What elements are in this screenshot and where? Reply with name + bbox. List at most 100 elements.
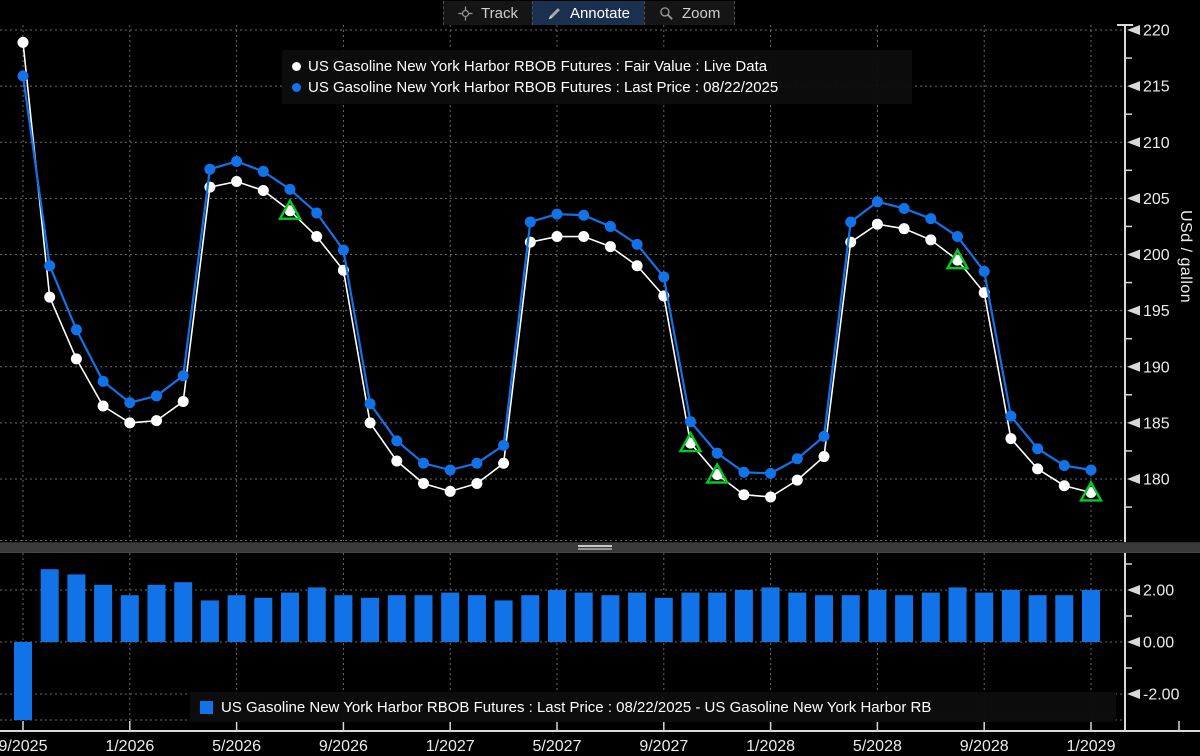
- axes: [0, 24, 1200, 732]
- last-price-point: [871, 196, 883, 208]
- last-price-point: [151, 390, 162, 402]
- tick-arrow: [1127, 585, 1140, 595]
- pencil-icon: [548, 7, 560, 19]
- spread-bar: [948, 587, 967, 642]
- spread-bar: [307, 587, 326, 642]
- triangle-annotation[interactable]: [678, 430, 703, 453]
- x-tick-label: 1/2026: [105, 738, 154, 755]
- spread-bar: [334, 595, 353, 642]
- spread-bar: [868, 590, 887, 642]
- fair-value-point: [257, 185, 269, 197]
- track-button[interactable]: Track: [443, 1, 532, 25]
- spread-bar: [521, 595, 540, 642]
- panel-divider: [0, 542, 1200, 553]
- spread-bar: [254, 597, 273, 642]
- spread-bar: [708, 592, 727, 642]
- last-price-point: [578, 209, 590, 221]
- last-price-point: [1085, 464, 1097, 476]
- spread-bar: [1055, 595, 1074, 642]
- last-price-series: [17, 70, 1097, 479]
- spread-bar: [40, 569, 59, 642]
- spread-bar: [895, 595, 914, 642]
- fair-value-point: [17, 36, 29, 48]
- triangle-annotation[interactable]: [705, 462, 730, 484]
- spread-bar: [734, 590, 753, 642]
- last-price-point: [337, 244, 349, 256]
- last-price-point: [391, 435, 403, 447]
- fair-value-series-marker: [292, 62, 301, 71]
- last-price-point: [70, 324, 82, 336]
- tick-arrow: [1127, 689, 1140, 699]
- fair-value-point: [177, 396, 189, 408]
- fair-value-point: [604, 241, 616, 253]
- spread-bar: [414, 595, 433, 642]
- spread-bar: [681, 592, 700, 642]
- annotate-button[interactable]: Annotate: [531, 1, 645, 25]
- y-tick-label: 180: [1143, 472, 1170, 489]
- triangle-annotation[interactable]: [945, 247, 970, 270]
- fair-value-point: [871, 218, 883, 230]
- last-price-point: [498, 439, 510, 451]
- legend-item-label: US Gasoline New York Harbor RBOB Futures…: [308, 58, 768, 75]
- last-price-point: [1005, 410, 1017, 422]
- fair-value-point: [124, 417, 136, 429]
- x-tick-label: 9/2027: [639, 738, 688, 755]
- last-price-point: [952, 231, 963, 243]
- tick-arrow: [1127, 193, 1140, 204]
- tick-arrow: [1127, 249, 1140, 260]
- last-price-point: [284, 183, 296, 195]
- x-tick-label: 1/2028: [746, 738, 795, 755]
- fair-value-point: [44, 291, 56, 303]
- y-tick-label: 215: [1143, 79, 1170, 96]
- tick-arrow: [1127, 305, 1140, 316]
- legend-item-fair-value: US Gasoline New York Harbor RBOB Futures…: [292, 58, 912, 75]
- zoom-label: Zoom: [682, 4, 721, 22]
- axis-ticks-and-labels: 220 215 210 205 200 195 190 185 180 2.00 0.00 -2.00…: [0, 23, 1180, 755]
- crosshair-icon: [458, 5, 473, 21]
- spread-bars: [14, 569, 1100, 720]
- legend-item-last-price: US Gasoline New York Harbor RBOB Futures…: [292, 79, 912, 96]
- spread-bar: [361, 597, 380, 642]
- spread-panel-legend[interactable]: US Gasoline New York Harbor RBOB Futures…: [190, 692, 1116, 722]
- spread-bar: [788, 592, 807, 642]
- annotate-label: Annotate: [569, 4, 631, 22]
- y-tick-label: 210: [1143, 135, 1170, 152]
- last-price-point: [444, 464, 456, 476]
- gridlines: [0, 25, 1125, 721]
- y-tick-label: 205: [1143, 191, 1170, 208]
- annotation-markers: [277, 198, 1104, 502]
- y-tick-label: 220: [1143, 23, 1170, 40]
- triangle-annotation[interactable]: [277, 198, 303, 220]
- tick-arrow: [1127, 361, 1140, 372]
- fair-value-point: [471, 477, 483, 489]
- fair-value-point: [1032, 463, 1044, 475]
- panel-resize-handle[interactable]: [578, 545, 612, 547]
- last-price-point: [845, 216, 857, 228]
- fair-value-point: [791, 474, 803, 486]
- legend-item-label: US Gasoline New York Harbor RBOB Futures…: [308, 79, 779, 96]
- last-price-point: [257, 165, 269, 177]
- last-price-point: [765, 467, 777, 479]
- y-tick-label: 195: [1143, 303, 1170, 320]
- triangle-annotation[interactable]: [1078, 479, 1104, 502]
- x-tick-label: 5/2027: [533, 738, 582, 755]
- last-price-point: [524, 216, 536, 228]
- fair-value-point: [391, 455, 403, 467]
- magnifier-icon: [660, 6, 673, 20]
- fair-value-point: [70, 353, 82, 365]
- last-price-point: [124, 397, 136, 409]
- fair-value-point: [578, 231, 590, 243]
- spread-bar: [120, 595, 139, 642]
- last-price-point: [658, 271, 670, 283]
- last-price-point: [311, 207, 323, 219]
- fair-value-point: [498, 457, 510, 469]
- main-chart-legend[interactable]: US Gasoline New York Harbor RBOB Futures…: [282, 50, 912, 104]
- fair-value-point: [1058, 480, 1070, 492]
- zoom-button[interactable]: Zoom: [644, 1, 736, 25]
- track-label: Track: [481, 4, 518, 22]
- last-price-point: [97, 375, 109, 387]
- spread-bar: [628, 592, 647, 642]
- x-tick-label: 5/2028: [853, 738, 902, 755]
